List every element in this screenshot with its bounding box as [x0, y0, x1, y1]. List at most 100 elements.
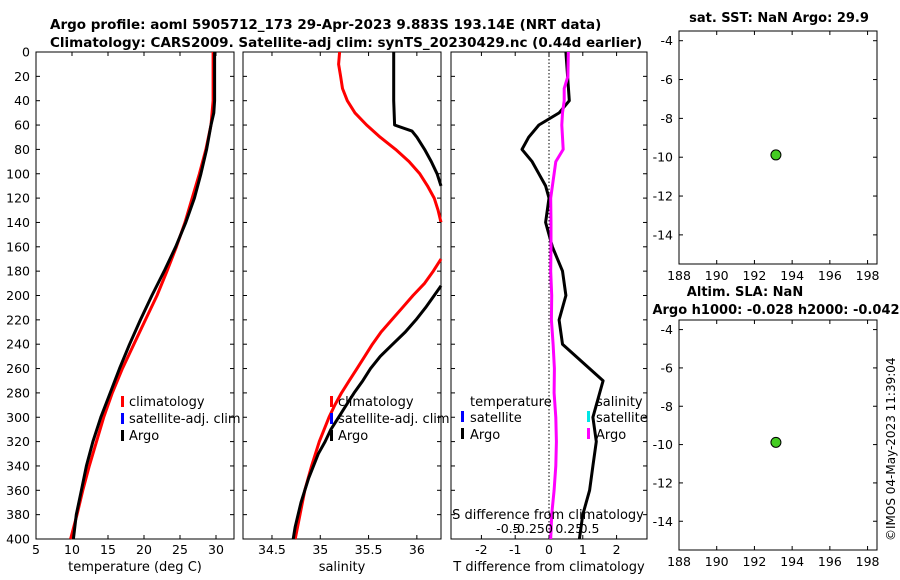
series-line-climatology — [337, 51, 443, 223]
map-y-tick-label: -6 — [661, 72, 674, 87]
map-y-tick-label: -4 — [661, 33, 674, 48]
map-x-tick-label: 196 — [818, 268, 842, 283]
map-y-tick-label: -10 — [653, 150, 673, 165]
x-tick-label: -1 — [509, 542, 521, 557]
series-line-argo-deep- — [291, 284, 443, 540]
x-tick-label: 2 — [613, 542, 621, 557]
imos-timestamp: ©IMOS 04-May-2023 11:39:04 — [884, 357, 898, 541]
top-tick-label: 0.25 — [555, 521, 583, 536]
sla-map-title: Altim. SLA: NaN — [687, 285, 803, 300]
map-x-tick-label: 198 — [856, 554, 880, 569]
depth-tick-label: 60 — [14, 118, 30, 133]
map-y-tick-label: -12 — [653, 475, 673, 490]
x-tick-label: 36 — [409, 542, 425, 557]
legend-label-temperature: temperature — [470, 395, 552, 410]
legend-label-salinity-satellite: satellite — [596, 411, 648, 426]
series-line-argo — [71, 52, 217, 540]
top-tick-label: -0.5 — [496, 521, 520, 536]
depth-tick-label: 360 — [6, 483, 30, 498]
figure-title-line2: Climatology: CARS2009. Satellite-adj cli… — [50, 35, 642, 51]
legend-swatch-salinity-satellite — [587, 411, 590, 422]
map-x-tick-label: 188 — [667, 554, 691, 569]
map-x-tick-label: 192 — [742, 268, 766, 283]
depth-tick-label: 380 — [6, 507, 30, 522]
temperature-legend: climatology satellite-adj. clim Argo — [121, 395, 241, 444]
sla-map-panel: 188 190 192 194 196 198 -14 -12 -10 -8 -6 -4 — [653, 319, 880, 569]
depth-tick-label: 240 — [6, 337, 30, 352]
figure-title-line1: Argo profile: aoml 5905712_173 29-Apr-20… — [50, 17, 601, 33]
difference-xlabel: T difference from climatology — [452, 560, 645, 575]
depth-tick-label: 340 — [6, 458, 30, 473]
x-tick-label: 10 — [64, 542, 80, 557]
map-y-tick-label: -14 — [653, 514, 673, 529]
difference-legend-left: temperature satellite Argo — [461, 395, 552, 443]
difference-top-label: S difference from climatology — [452, 508, 644, 523]
top-tick-label: -0.25 — [513, 521, 545, 536]
depth-tick-label: 280 — [6, 385, 30, 400]
top-tick-label: 0.5 — [580, 521, 600, 536]
legend-swatch-satellite — [121, 413, 124, 424]
map-x-tick-label: 190 — [705, 268, 729, 283]
x-tick-label: 15 — [100, 542, 116, 557]
salinity-panel: 34.5 35 35.5 36 salinity climatology satell… — [242, 51, 450, 575]
depth-tick-label: 20 — [14, 69, 30, 84]
depth-tick-label: 80 — [14, 142, 30, 157]
depth-tick-label: 120 — [6, 191, 30, 206]
map-y-tick-label: -8 — [661, 111, 674, 126]
difference-legend-right: salinity satellite Argo — [587, 395, 648, 443]
depth-tick-label: 140 — [6, 215, 30, 230]
series-line-climatology — [69, 52, 215, 540]
map-x-tick-label: 188 — [667, 268, 691, 283]
x-tick-label: 20 — [136, 542, 152, 557]
legend-label-salinity-argo: Argo — [596, 428, 626, 443]
legend-swatch-salinity-argo — [587, 428, 590, 439]
sla-map-axes-box — [678, 319, 878, 551]
legend-swatch-satellite — [461, 411, 464, 422]
temperature-axes-box — [35, 51, 235, 540]
salinity-xlabel: salinity — [319, 560, 366, 575]
series-line-argo — [392, 52, 443, 187]
x-tick-label: -2 — [475, 542, 487, 557]
legend-label-satellite: satellite-adj. clim — [129, 412, 241, 427]
x-tick-label: 0 — [545, 542, 553, 557]
map-y-tick-label: -10 — [653, 437, 673, 452]
top-tick-label: 0 — [545, 521, 553, 536]
map-y-tick-label: -8 — [661, 399, 674, 414]
legend-label-salinity: salinity — [596, 395, 643, 410]
depth-tick-label: 180 — [6, 264, 30, 279]
map-x-tick-label: 190 — [705, 554, 729, 569]
legend-swatch-climatology — [330, 396, 333, 407]
x-tick-label: 5 — [32, 542, 40, 557]
argo-float-marker — [770, 436, 782, 448]
temperature-xlabel: temperature (deg C) — [68, 560, 202, 575]
depth-tick-label: 0 — [22, 45, 30, 60]
sst-map-axes-box — [678, 30, 878, 265]
depth-tick-label: 40 — [14, 93, 30, 108]
sst-map-title: sat. SST: NaN Argo: 29.9 — [689, 11, 869, 26]
legend-swatch-argo — [121, 430, 124, 441]
salinity-legend: climatology satellite-adj. clim Argo — [330, 395, 450, 444]
depth-tick-label: 320 — [6, 434, 30, 449]
map-x-tick-label: 196 — [818, 554, 842, 569]
legend-swatch-satellite — [330, 413, 333, 424]
sla-map-subtitle: Argo h1000: -0.028 h2000: -0.042 — [652, 303, 899, 318]
legend-swatch-argo — [330, 430, 333, 441]
legend-label-satellite: satellite — [470, 411, 522, 426]
legend-label-climatology: climatology — [338, 395, 414, 410]
depth-tick-label: 400 — [6, 532, 30, 547]
depth-tick-label: 100 — [6, 166, 30, 181]
map-y-tick-label: -4 — [661, 322, 674, 337]
depth-tick-label: 300 — [6, 410, 30, 425]
x-tick-label: 25 — [172, 542, 188, 557]
depth-tick-label: 220 — [6, 312, 30, 327]
x-tick-label: 1 — [579, 542, 587, 557]
series-line-s-difference-argo- — [549, 51, 570, 540]
legend-swatch-climatology — [121, 396, 124, 407]
x-tick-label: 30 — [208, 542, 224, 557]
depth-tick-label: 260 — [6, 361, 30, 376]
map-y-tick-label: -12 — [653, 189, 673, 204]
map-x-tick-label: 194 — [780, 268, 804, 283]
legend-label-argo: Argo — [470, 428, 500, 443]
legend-label-argo: Argo — [129, 429, 159, 444]
